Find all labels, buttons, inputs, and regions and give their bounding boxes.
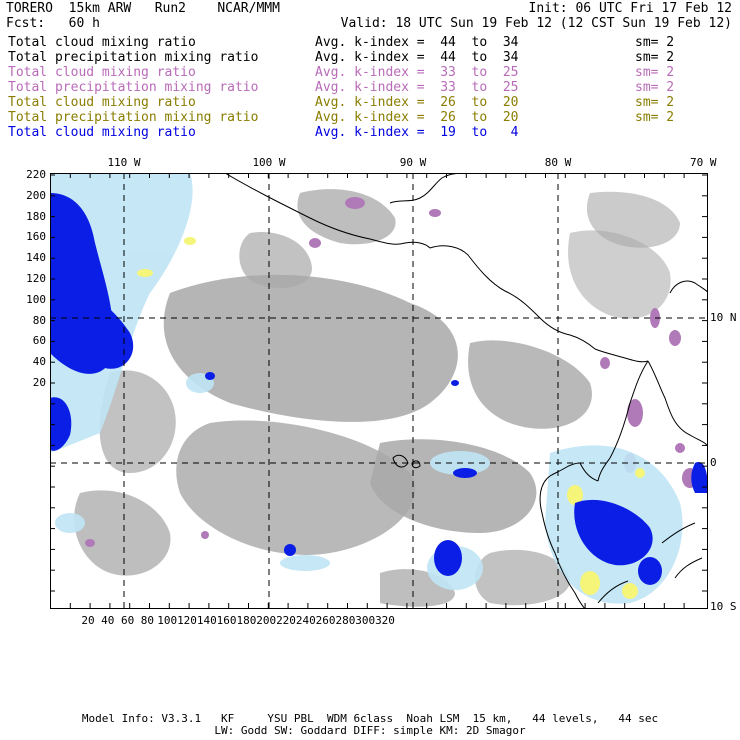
lat-lon-grid (50, 173, 708, 609)
yellow-precip-patches (137, 237, 645, 599)
left-grid-label: 80 (32, 313, 46, 327)
footer-physics-info: LW: Godd SW: Goddard DIFF: simple KM: 2D… (214, 724, 526, 737)
left-grid-label: 160 (26, 230, 46, 244)
lon-label-100w: 100 W (252, 156, 286, 169)
bottom-grid-label: 40 (101, 614, 115, 627)
left-grid-label: 140 (26, 251, 46, 265)
legend-variable-name: Total cloud mixing ratio (8, 125, 196, 140)
left-grid-label: 220 (26, 168, 46, 181)
lon-label-80w: 80 W (544, 156, 572, 169)
bottom-grid-label: 60 (120, 614, 135, 627)
bottom-grid-label: 300 (355, 614, 376, 627)
legend-kindex-range: Avg. k-index = 26 to 20 (315, 110, 519, 125)
left-grid-label: 60 (32, 334, 46, 348)
legend-variable-name: Total cloud mixing ratio (8, 65, 196, 80)
legend-kindex-range: Avg. k-index = 44 to 34 (315, 50, 519, 65)
lat-label-0: 0 (710, 456, 717, 469)
valid-time: Valid: 18 UTC Sun 19 Feb 12 (12 CST Sun … (340, 16, 732, 31)
init-time: Init: 06 UTC Fri 17 Feb 12 (528, 1, 733, 16)
lat-label-10n: 10 N (710, 311, 737, 324)
bottom-grid-label: 120 (177, 614, 197, 627)
legend-smoothing: sm= 2 (635, 110, 675, 125)
bottom-grid-label: 260 (315, 614, 336, 627)
left-grid-label: 100 (26, 292, 46, 306)
legend-variable-name: Total cloud mixing ratio (8, 95, 196, 110)
axis-ticks (50, 173, 708, 609)
legend-smoothing: sm= 2 (635, 65, 675, 80)
bottom-grid-label: 200 (256, 614, 277, 627)
lon-label-70w: 70 W (690, 156, 717, 169)
forecast-hour: Fcst: 60 h (6, 16, 100, 31)
bottom-grid-label: 100 (157, 614, 178, 627)
legend-variable-name: Total cloud mixing ratio (8, 35, 196, 50)
left-grid-label: 180 (26, 209, 46, 223)
legend-kindex-range: Avg. k-index = 44 to 34 (315, 35, 519, 50)
legend-kindex-range: Avg. k-index = 19 to 4 (315, 125, 519, 140)
lat-label-10s: 10 S (710, 600, 737, 613)
left-grid-label: 120 (26, 272, 46, 285)
bottom-grid-label: 80 (140, 614, 155, 627)
lon-label-110w: 110 W (107, 156, 141, 169)
bottom-grid-label: 320 (375, 614, 395, 627)
legend-variable-name: Total precipitation mixing ratio (8, 50, 259, 65)
legend-kindex-range: Avg. k-index = 33 to 25 (315, 65, 519, 80)
weather-map (50, 173, 708, 609)
bottom-grid-label: 280 (335, 614, 356, 627)
bottom-grid-label: 140 (196, 614, 217, 627)
coastlines (224, 173, 708, 609)
bottom-grid-label: 220 (276, 614, 296, 627)
legend-kindex-range: Avg. k-index = 33 to 25 (315, 80, 519, 95)
model-title: TORERO 15km ARW Run2 NCAR/MMM (6, 1, 280, 16)
bottom-grid-label: 20 (81, 614, 95, 627)
left-grid-label: 40 (32, 355, 46, 369)
legend-variable-name: Total precipitation mixing ratio (8, 80, 259, 95)
left-grid-label: 20 (32, 376, 46, 389)
legend-smoothing: sm= 2 (635, 50, 675, 65)
bottom-grid-label: 160 (216, 614, 237, 627)
blue-cloud-cores (50, 193, 708, 585)
legend-smoothing: sm= 2 (635, 35, 675, 50)
bottom-grid-label: 240 (295, 614, 316, 627)
footer-model-info: Model Info: V3.3.1 KF YSU PBL WDM 6class… (81, 712, 659, 725)
bottom-grid-label: 180 (236, 614, 257, 627)
legend-smoothing: sm= 2 (635, 95, 675, 110)
legend-variable-name: Total precipitation mixing ratio (8, 110, 259, 125)
map-frame (50, 173, 708, 609)
legend-smoothing: sm= 2 (635, 80, 675, 95)
gray-cloud-field (74, 189, 680, 607)
left-grid-label: 200 (26, 188, 46, 202)
lon-label-90w: 90 W (399, 156, 427, 169)
legend-kindex-range: Avg. k-index = 26 to 20 (315, 95, 519, 110)
